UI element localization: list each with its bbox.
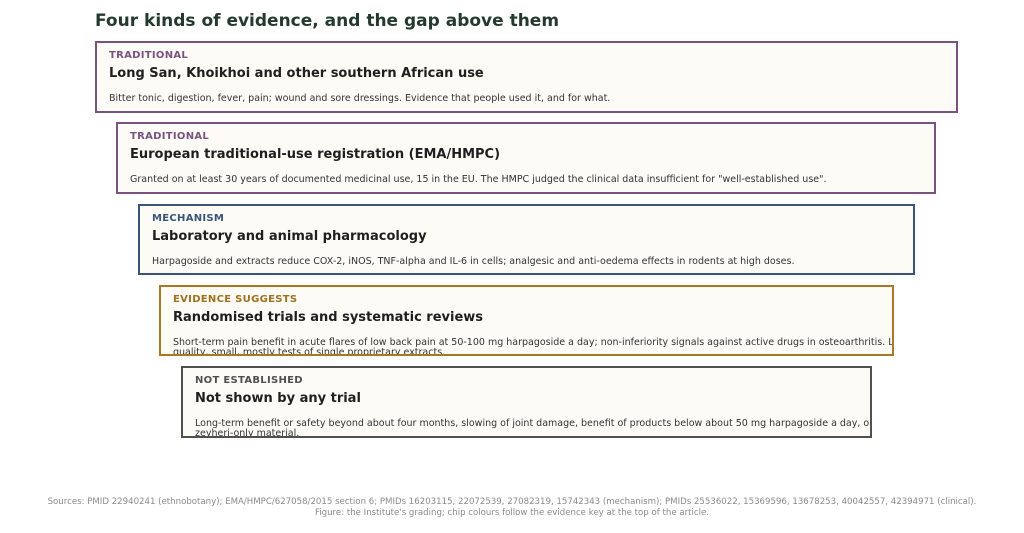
evidence-card-description: Bitter tonic, digestion, fever, pain; wo… [109, 93, 611, 104]
evidence-card-description: Harpagoside and extracts reduce COX-2, i… [152, 256, 795, 267]
evidence-card-description: Long-term benefit or safety beyond about… [195, 418, 872, 438]
evidence-kind-label: EVIDENCE SUGGESTS [173, 294, 298, 305]
figure-caption: Figure: the Institute's grading; chip co… [314, 508, 710, 518]
evidence-kind-label: NOT ESTABLISHED [195, 375, 303, 386]
sources-line: Sources: PMID 22940241 (ethnobotany); EM… [47, 497, 977, 507]
evidence-card-mechanism: MECHANISM Laboratory and animal pharmaco… [138, 204, 915, 275]
evidence-kind-label: TRADITIONAL [130, 131, 210, 142]
evidence-card-heading: Long San, Khoikhoi and other southern Af… [109, 66, 484, 81]
evidence-card-heading: Randomised trials and systematic reviews [173, 310, 484, 325]
evidence-card-traditional-european: TRADITIONAL European traditional-use reg… [116, 122, 936, 194]
figure-footer: Sources: PMID 22940241 (ethnobotany); EM… [0, 497, 1024, 519]
evidence-card-heading: Laboratory and animal pharmacology [152, 229, 427, 244]
evidence-card-evidence-suggests: EVIDENCE SUGGESTS Randomised trials and … [159, 285, 894, 356]
evidence-kind-label: MECHANISM [152, 213, 225, 224]
figure-title: Four kinds of evidence, and the gap abov… [95, 11, 560, 31]
evidence-card-description: Short-term pain benefit in acute flares … [173, 337, 894, 356]
evidence-kind-label: TRADITIONAL [109, 50, 189, 61]
evidence-card-description: Granted on at least 30 years of document… [130, 174, 827, 185]
evidence-card-heading: European traditional-use registration (E… [130, 147, 501, 162]
evidence-card-traditional-african: TRADITIONAL Long San, Khoikhoi and other… [95, 41, 958, 113]
evidence-card-not-established: NOT ESTABLISHED Not shown by any trial L… [181, 366, 872, 438]
evidence-card-heading: Not shown by any trial [195, 391, 361, 406]
